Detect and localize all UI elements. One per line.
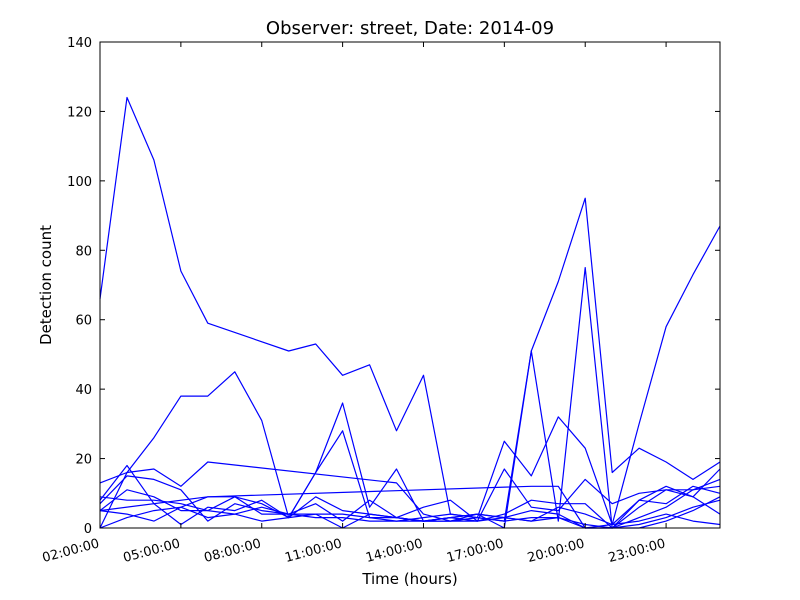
x-tick-label: 08:00:00 — [202, 536, 262, 566]
y-tick-label: 0 — [84, 522, 92, 537]
series-line-2 — [99, 225, 721, 529]
x-tick-label: 11:00:00 — [283, 536, 343, 566]
y-axis-label: Detection count — [37, 225, 55, 345]
x-tick-label: 05:00:00 — [122, 536, 182, 566]
x-tick-label: 20:00:00 — [526, 536, 586, 566]
y-tick-label: 20 — [75, 453, 92, 468]
y-tick-label: 60 — [75, 314, 92, 329]
x-axis-label: Time (hours) — [361, 570, 457, 588]
x-tick-label: 17:00:00 — [445, 536, 505, 566]
chart-title: Observer: street, Date: 2014-09 — [266, 18, 554, 39]
series-line-1 — [99, 96, 721, 522]
series-layer — [99, 96, 721, 529]
x-tick-label: 02:00:00 — [41, 536, 101, 566]
ticks-layer: 0 20 40 60 80 100 120 140 02:00:00 05:00:00 08:00:… — [41, 36, 720, 566]
plot-frame — [99, 41, 721, 529]
x-tick-label: 23:00:00 — [607, 536, 667, 566]
series-line-5 — [99, 468, 721, 522]
y-tick-label: 120 — [67, 105, 92, 120]
y-tick-label: 140 — [67, 36, 92, 51]
y-tick-label: 80 — [75, 244, 92, 259]
y-tick-label: 40 — [75, 383, 92, 398]
series-line-4 — [99, 267, 721, 529]
y-tick-label: 100 — [67, 175, 92, 190]
series-line-9 — [99, 496, 721, 529]
x-tick-label: 14:00:00 — [364, 536, 424, 566]
series-line-3 — [99, 461, 721, 529]
